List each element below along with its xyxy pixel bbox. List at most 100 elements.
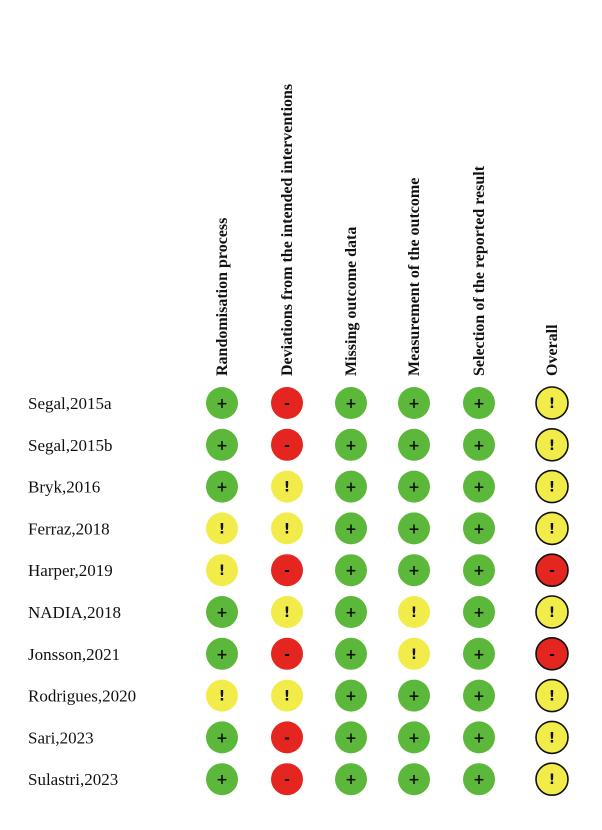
rating-low-harper-2019-selection-of-the-reported-result: + bbox=[463, 554, 495, 587]
rating-symbol: + bbox=[408, 521, 420, 537]
rating-low-rodrigues-2020-measurement-of-the-outcome: + bbox=[398, 679, 430, 712]
rating-circle bbox=[206, 554, 238, 587]
rating-circle bbox=[535, 427, 569, 462]
rating-symbol: + bbox=[408, 480, 420, 496]
rating-some-rodrigues-2020-overall: ! bbox=[535, 678, 569, 713]
rating-low-nadia-2018-randomisation-process: + bbox=[206, 596, 238, 628]
rating-symbol: + bbox=[345, 438, 357, 454]
rating-low-harper-2019-missing-outcome-data: + bbox=[335, 554, 367, 587]
rating-low-sari-2023-selection-of-the-reported-result: + bbox=[463, 721, 495, 754]
rating-symbol: ! bbox=[549, 605, 555, 621]
rating-circle bbox=[335, 763, 367, 796]
rating-low-bryk-2016-selection-of-the-reported-result: + bbox=[463, 470, 495, 503]
rating-circle bbox=[206, 428, 238, 461]
rating-symbol: ! bbox=[284, 521, 290, 537]
rating-high-sari-2023-deviations-from-the-intended-interventions: - bbox=[271, 721, 303, 754]
rating-some-segal-2015a-overall: ! bbox=[535, 386, 569, 420]
rating-symbol: ! bbox=[549, 689, 555, 705]
rating-symbol: + bbox=[345, 521, 357, 537]
rating-some-nadia-2018-deviations-from-the-intended-interventions: ! bbox=[271, 596, 303, 628]
rating-symbol: + bbox=[345, 396, 357, 412]
rating-low-ferraz-2018-selection-of-the-reported-result: + bbox=[463, 512, 495, 545]
rating-circle bbox=[335, 721, 367, 754]
rating-circle bbox=[335, 512, 367, 545]
rating-circle bbox=[398, 679, 430, 712]
rating-circle bbox=[206, 596, 238, 628]
study-label-sari-2023: Sari,2023 bbox=[28, 728, 94, 747]
rating-circle bbox=[271, 554, 303, 587]
rating-circle bbox=[463, 554, 495, 587]
rating-symbol: + bbox=[216, 730, 228, 746]
rating-circle bbox=[463, 470, 495, 503]
rating-circle bbox=[463, 428, 495, 461]
rating-circle bbox=[271, 428, 303, 461]
rating-symbol: + bbox=[408, 438, 420, 454]
rating-low-segal-2015a-randomisation-process: + bbox=[206, 387, 238, 419]
rating-circle bbox=[535, 553, 569, 588]
rating-circle bbox=[398, 387, 430, 419]
rating-high-segal-2015b-deviations-from-the-intended-interventions: - bbox=[271, 428, 303, 461]
rating-circle bbox=[206, 512, 238, 545]
rating-symbol: ! bbox=[284, 689, 290, 705]
rating-circle bbox=[271, 679, 303, 712]
rating-circle bbox=[271, 721, 303, 754]
rating-circle bbox=[398, 470, 430, 503]
rating-circle bbox=[535, 678, 569, 713]
rating-symbol: ! bbox=[219, 563, 225, 579]
rating-low-bryk-2016-randomisation-process: + bbox=[206, 470, 238, 503]
rating-circle bbox=[271, 387, 303, 419]
rating-circle bbox=[271, 470, 303, 503]
rating-symbol: ! bbox=[219, 521, 225, 537]
rating-low-rodrigues-2020-missing-outcome-data: + bbox=[335, 679, 367, 712]
rating-circle bbox=[335, 596, 367, 628]
rating-symbol: - bbox=[549, 563, 555, 579]
rating-symbol: + bbox=[473, 772, 485, 788]
column-header-missing-outcome-data: Missing outcome data bbox=[343, 227, 360, 376]
rating-high-sulastri-2023-deviations-from-the-intended-interventions: - bbox=[271, 763, 303, 796]
rating-high-jonsson-2021-overall: - bbox=[535, 636, 569, 671]
rating-low-bryk-2016-missing-outcome-data: + bbox=[335, 470, 367, 503]
rating-low-sulastri-2023-measurement-of-the-outcome: + bbox=[398, 763, 430, 796]
rating-high-jonsson-2021-deviations-from-the-intended-interventions: - bbox=[271, 637, 303, 670]
rating-low-harper-2019-measurement-of-the-outcome: + bbox=[398, 554, 430, 587]
rating-circle bbox=[335, 679, 367, 712]
column-headers: Randomisation process Deviations from the… bbox=[214, 84, 561, 376]
rating-some-harper-2019-randomisation-process: ! bbox=[206, 554, 238, 587]
rating-symbol: + bbox=[345, 605, 357, 621]
rating-circle bbox=[463, 763, 495, 796]
rating-circle bbox=[463, 679, 495, 712]
rating-circle bbox=[398, 721, 430, 754]
study-label-segal-2015a: Segal,2015a bbox=[28, 394, 112, 413]
study-label-jonsson-2021: Jonsson,2021 bbox=[28, 645, 120, 664]
rating-symbol: ! bbox=[219, 689, 225, 705]
rating-circle bbox=[335, 470, 367, 503]
rating-circle bbox=[463, 721, 495, 754]
rating-symbol: ! bbox=[284, 480, 290, 496]
rating-some-ferraz-2018-overall: ! bbox=[535, 511, 569, 546]
rating-circle bbox=[398, 596, 430, 628]
row-labels: Segal,2015a Segal,2015b Bryk,2016 Ferraz,20… bbox=[28, 394, 136, 789]
rating-some-rodrigues-2020-deviations-from-the-intended-interventions: ! bbox=[271, 679, 303, 712]
rating-symbol: ! bbox=[549, 438, 555, 454]
rating-symbol: + bbox=[473, 689, 485, 705]
rating-low-sulastri-2023-selection-of-the-reported-result: + bbox=[463, 763, 495, 796]
rating-some-nadia-2018-overall: ! bbox=[535, 595, 569, 629]
rating-circle bbox=[398, 637, 430, 670]
rating-circle bbox=[335, 428, 367, 461]
rating-low-nadia-2018-selection-of-the-reported-result: + bbox=[463, 596, 495, 628]
rating-circle bbox=[535, 636, 569, 671]
rating-low-rodrigues-2020-selection-of-the-reported-result: + bbox=[463, 679, 495, 712]
rating-symbol: ! bbox=[549, 480, 555, 496]
rating-some-jonsson-2021-measurement-of-the-outcome: ! bbox=[398, 637, 430, 670]
rating-symbol: + bbox=[473, 396, 485, 412]
rating-low-nadia-2018-missing-outcome-data: + bbox=[335, 596, 367, 628]
rating-low-sulastri-2023-randomisation-process: + bbox=[206, 763, 238, 796]
rating-low-segal-2015a-measurement-of-the-outcome: + bbox=[398, 387, 430, 419]
rating-circle bbox=[206, 470, 238, 503]
rating-low-sulastri-2023-missing-outcome-data: + bbox=[335, 763, 367, 796]
rating-high-harper-2019-deviations-from-the-intended-interventions: - bbox=[271, 554, 303, 587]
rating-symbol: ! bbox=[549, 396, 555, 412]
rating-high-segal-2015a-deviations-from-the-intended-interventions: - bbox=[271, 387, 303, 419]
rating-symbol: + bbox=[216, 772, 228, 788]
rating-circle bbox=[535, 469, 569, 504]
